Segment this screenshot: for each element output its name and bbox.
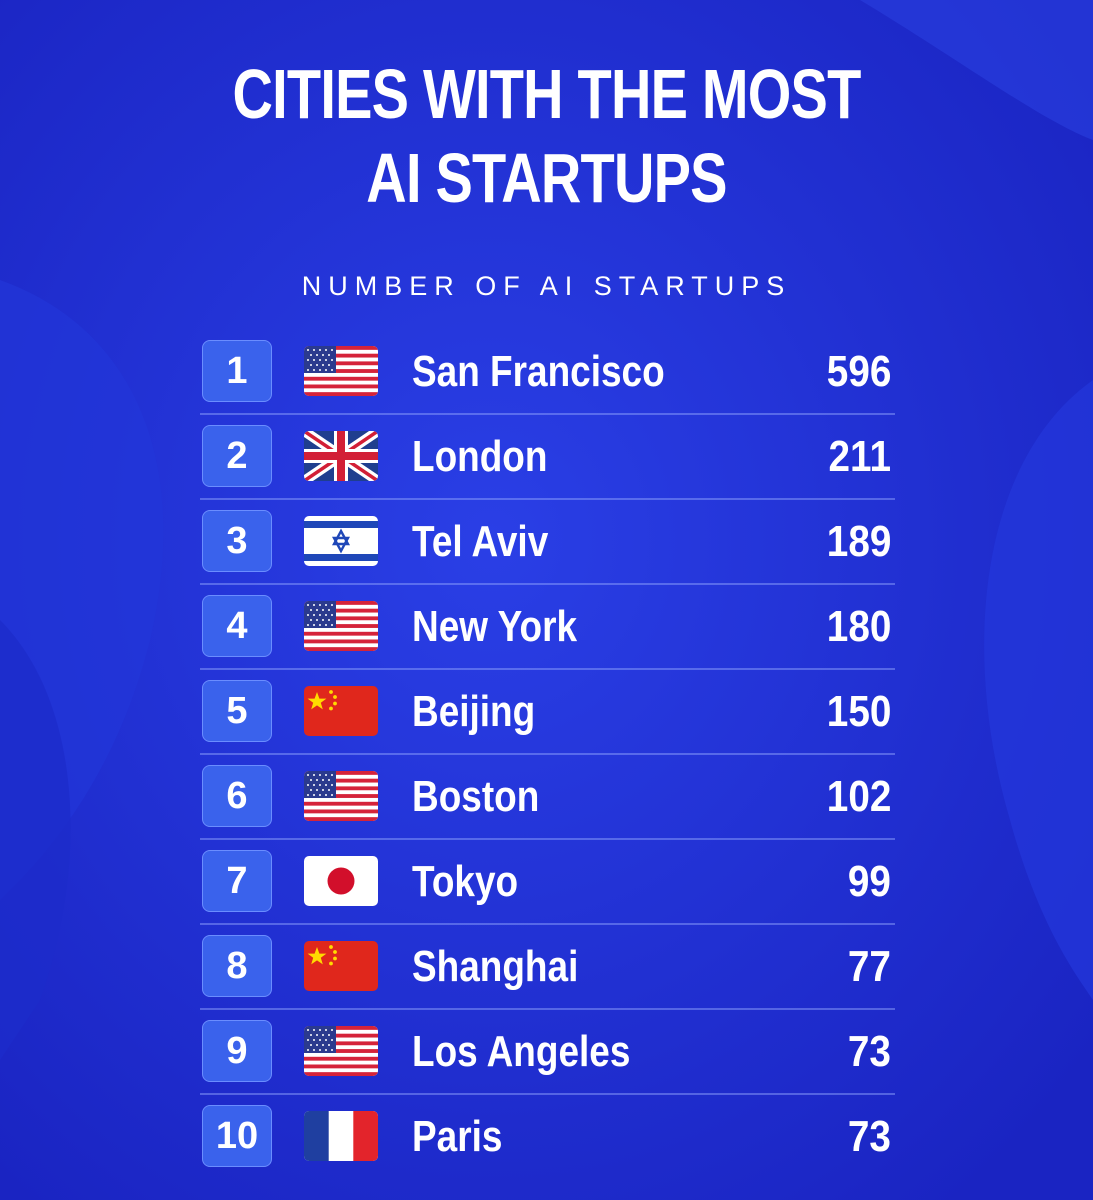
- chart-subtitle: NUMBER OF AI STARTUPS: [301, 271, 792, 301]
- table-row: 8 Shanghai 77: [200, 925, 895, 1010]
- table-row: 6 Boston 102: [200, 755, 895, 840]
- row-divider: [200, 413, 895, 415]
- rank-badge: 1: [202, 340, 272, 402]
- table-row: 4 New York 180: [200, 585, 895, 670]
- chart-title: CITIES WITH THE MOST AI STARTUPS: [109, 52, 983, 220]
- startup-count: 77: [847, 942, 891, 991]
- title-line-1: CITIES WITH THE MOST: [232, 55, 862, 133]
- row-divider: [200, 583, 895, 585]
- rank-badge: 9: [202, 1020, 272, 1082]
- startup-count: 180: [826, 602, 891, 651]
- table-row: 2 London 211: [200, 415, 895, 500]
- row-divider: [200, 923, 895, 925]
- rank-badge: 2: [202, 425, 272, 487]
- row-divider: [200, 838, 895, 840]
- row-divider: [200, 1093, 895, 1095]
- startup-count: 150: [826, 687, 891, 736]
- row-divider: [200, 1008, 895, 1010]
- rank-badge: 6: [202, 765, 272, 827]
- title-line-2: AI STARTUPS: [366, 139, 727, 217]
- city-name: Tokyo: [412, 857, 519, 906]
- france-flag-icon: [304, 1111, 378, 1161]
- city-name: Beijing: [412, 687, 536, 736]
- table-row: 3 Tel Aviv 189: [200, 500, 895, 585]
- city-name: London: [412, 432, 548, 481]
- rank-badge: 10: [202, 1105, 272, 1167]
- israel-flag-icon: [304, 516, 378, 566]
- us-flag-icon: [304, 601, 378, 651]
- table-row: 10 Paris 73: [200, 1095, 895, 1180]
- rank-badge: 7: [202, 850, 272, 912]
- city-name: Los Angeles: [412, 1027, 631, 1076]
- startup-count: 102: [826, 772, 891, 821]
- rank-badge: 3: [202, 510, 272, 572]
- city-name: Shanghai: [412, 942, 579, 991]
- row-divider: [200, 753, 895, 755]
- startup-count: 596: [826, 347, 891, 396]
- startup-count: 73: [847, 1027, 891, 1076]
- startup-count: 211: [828, 432, 891, 481]
- us-flag-icon: [304, 1026, 378, 1076]
- table-row: 7 Tokyo 99: [200, 840, 895, 925]
- us-flag-icon: [304, 771, 378, 821]
- japan-flag-icon: [304, 856, 378, 906]
- city-name: San Francisco: [412, 347, 665, 396]
- row-divider: [200, 668, 895, 670]
- china-flag-icon: [304, 686, 378, 736]
- ranking-table: 1 San Francisco 596 2 London 211 3 Tel Aviv 1…: [200, 330, 895, 1180]
- rank-badge: 5: [202, 680, 272, 742]
- city-name: Tel Aviv: [412, 517, 549, 566]
- table-row: 1 San Francisco 596: [200, 330, 895, 415]
- table-row: 9 Los Angeles 73: [200, 1010, 895, 1095]
- rank-badge: 8: [202, 935, 272, 997]
- row-divider: [200, 498, 895, 500]
- startup-count: 73: [847, 1112, 891, 1161]
- rank-badge: 4: [202, 595, 272, 657]
- city-name: New York: [412, 602, 578, 651]
- startup-count: 189: [826, 517, 891, 566]
- city-name: Paris: [412, 1112, 503, 1161]
- uk-flag-icon: [304, 431, 378, 481]
- us-flag-icon: [304, 346, 378, 396]
- table-row: 5 Beijing 150: [200, 670, 895, 755]
- startup-count: 99: [847, 857, 891, 906]
- city-name: Boston: [412, 772, 540, 821]
- china-flag-icon: [304, 941, 378, 991]
